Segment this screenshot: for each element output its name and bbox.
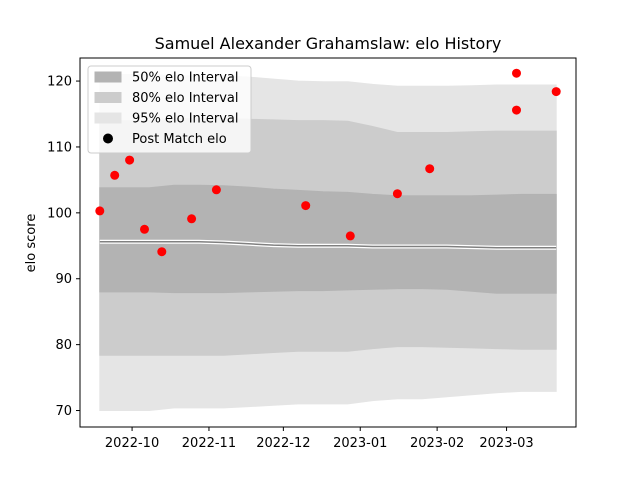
data-point-6 (211, 185, 221, 195)
y-tick-label-4: 110 (47, 140, 72, 155)
legend-swatch-0 (94, 71, 122, 83)
data-point-5 (187, 214, 197, 224)
plot-area (95, 68, 561, 411)
y-tick-label-3: 100 (47, 206, 72, 221)
data-point-11 (512, 68, 521, 78)
legend-marker-3 (103, 133, 113, 144)
data-point-3 (140, 224, 149, 234)
data-point-12 (512, 105, 521, 115)
data-point-13 (551, 87, 561, 97)
data-point-10 (425, 164, 435, 174)
axes: 2022-10 2022-11 2022-12 2023-01 2023-02 2023-… (47, 57, 577, 451)
y-tick-label-1: 80 (55, 338, 72, 353)
legend-swatch-1 (94, 92, 122, 103)
legend-label-0: 50% elo Interval (132, 71, 239, 86)
data-point-2 (125, 155, 135, 165)
data-point-0 (95, 206, 105, 216)
chart-title: Samuel Alexander Grahamslaw: elo History (155, 34, 502, 53)
mean-line (99, 241, 557, 249)
legend-swatch-2 (94, 112, 122, 124)
y-axis-label: elo score (24, 214, 39, 273)
x-tick-label-2: 2022-12 (256, 436, 310, 451)
x-tick-label-0: 2022-10 (105, 436, 159, 451)
data-point-7 (301, 201, 311, 211)
x-tick-label-3: 2023-01 (333, 436, 387, 451)
data-point-1 (110, 170, 120, 180)
y-tick-label-5: 120 (47, 75, 72, 90)
legend-box (87, 65, 252, 154)
y-tick-label-2: 90 (55, 272, 72, 287)
legend: 50% elo Interval 80% elo Interval 95% elo … (87, 65, 252, 154)
x-tick-label-5: 2023-03 (479, 436, 533, 451)
axes-frame (79, 57, 577, 428)
x-tick-label-1: 2022-11 (182, 436, 236, 451)
y-tick-label-0: 70 (55, 404, 72, 419)
legend-label-2: 95% elo Interval (132, 112, 239, 127)
data-point-4 (157, 247, 167, 257)
legend-label-1: 80% elo Interval (132, 91, 239, 106)
legend-label-3: Post Match elo (132, 132, 227, 147)
data-point-9 (392, 189, 402, 199)
data-point-8 (345, 231, 355, 241)
band-2 (99, 184, 557, 294)
x-tick-label-4: 2023-02 (410, 436, 464, 451)
